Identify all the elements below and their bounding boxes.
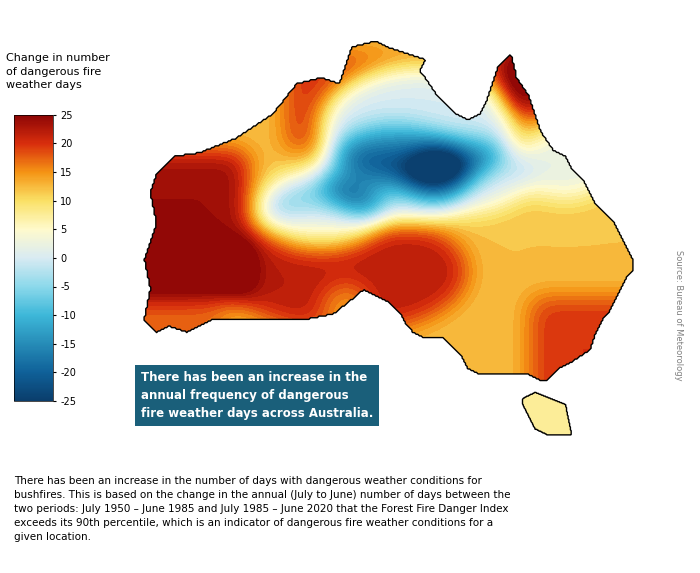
- Text: There has been an increase in the
annual frequency of dangerous
fire weather day: There has been an increase in the annual…: [141, 371, 373, 420]
- Text: Source: Bureau of Meteorology: Source: Bureau of Meteorology: [675, 250, 683, 380]
- Text: Change in number
of dangerous fire
weather days: Change in number of dangerous fire weath…: [6, 53, 110, 90]
- Text: There has been an increase in the number of days with dangerous weather conditio: There has been an increase in the number…: [14, 476, 510, 541]
